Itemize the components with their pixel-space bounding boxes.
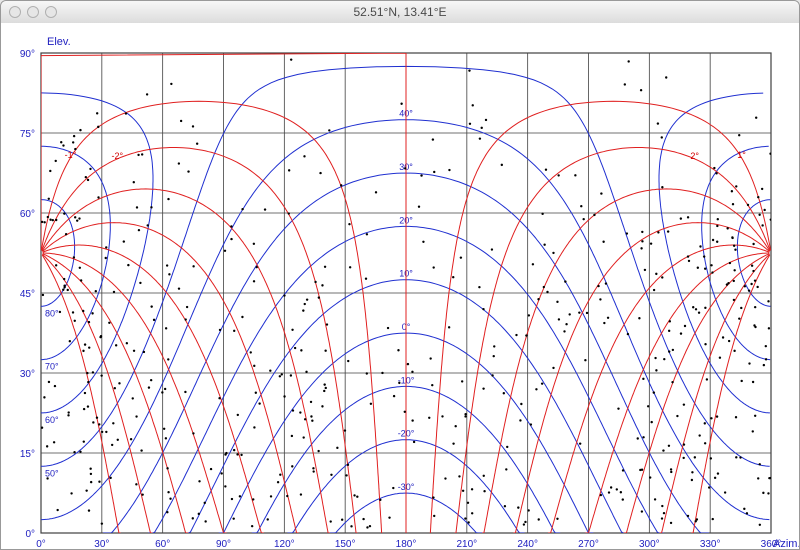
svg-text:Azim.: Azim.	[773, 538, 800, 550]
svg-text:15°: 15°	[20, 449, 35, 460]
svg-text:2°: 2°	[690, 151, 699, 161]
window-title: 52.51°N, 13.41°E	[1, 5, 799, 19]
svg-text:60°: 60°	[45, 415, 59, 425]
minimize-icon[interactable]	[27, 6, 39, 18]
close-icon[interactable]	[9, 6, 21, 18]
svg-text:-1°: -1°	[65, 150, 77, 160]
svg-text:240°: 240°	[517, 539, 538, 550]
svg-text:210°: 210°	[456, 539, 477, 550]
svg-text:30°: 30°	[94, 539, 109, 550]
svg-text:300°: 300°	[639, 539, 660, 550]
svg-text:60°: 60°	[20, 209, 35, 220]
svg-text:1°: 1°	[737, 150, 746, 160]
zoom-icon[interactable]	[45, 6, 57, 18]
window-controls	[9, 6, 57, 18]
chart-area: 0° 30° 60° 90° 120° 150° 180° 210° 240° 270° 300° 3…	[1, 23, 799, 549]
svg-text:120°: 120°	[274, 539, 295, 550]
svg-text:Elev.: Elev.	[47, 36, 71, 48]
svg-text:270°: 270°	[578, 539, 599, 550]
svg-text:60°: 60°	[155, 539, 170, 550]
titlebar[interactable]: 52.51°N, 13.41°E	[1, 1, 799, 24]
sky-chart: 0° 30° 60° 90° 120° 150° 180° 210° 240° 270° 300° 3…	[1, 23, 800, 550]
svg-text:330°: 330°	[700, 539, 721, 550]
svg-text:-2°: -2°	[112, 151, 124, 161]
svg-text:90°: 90°	[20, 49, 35, 60]
svg-text:30°: 30°	[20, 369, 35, 380]
svg-text:150°: 150°	[335, 539, 356, 550]
svg-text:0°: 0°	[36, 539, 46, 550]
svg-text:75°: 75°	[20, 129, 35, 140]
svg-text:80°: 80°	[45, 308, 59, 318]
svg-text:45°: 45°	[20, 289, 35, 300]
svg-text:70°: 70°	[45, 362, 59, 372]
svg-text:50°: 50°	[45, 468, 59, 478]
svg-text:0°: 0°	[25, 529, 35, 540]
svg-text:90°: 90°	[216, 539, 231, 550]
app-window: 52.51°N, 13.41°E 0° 30° 60° 90° 120° 150° 180°…	[0, 0, 800, 550]
svg-text:180°: 180°	[396, 539, 417, 550]
